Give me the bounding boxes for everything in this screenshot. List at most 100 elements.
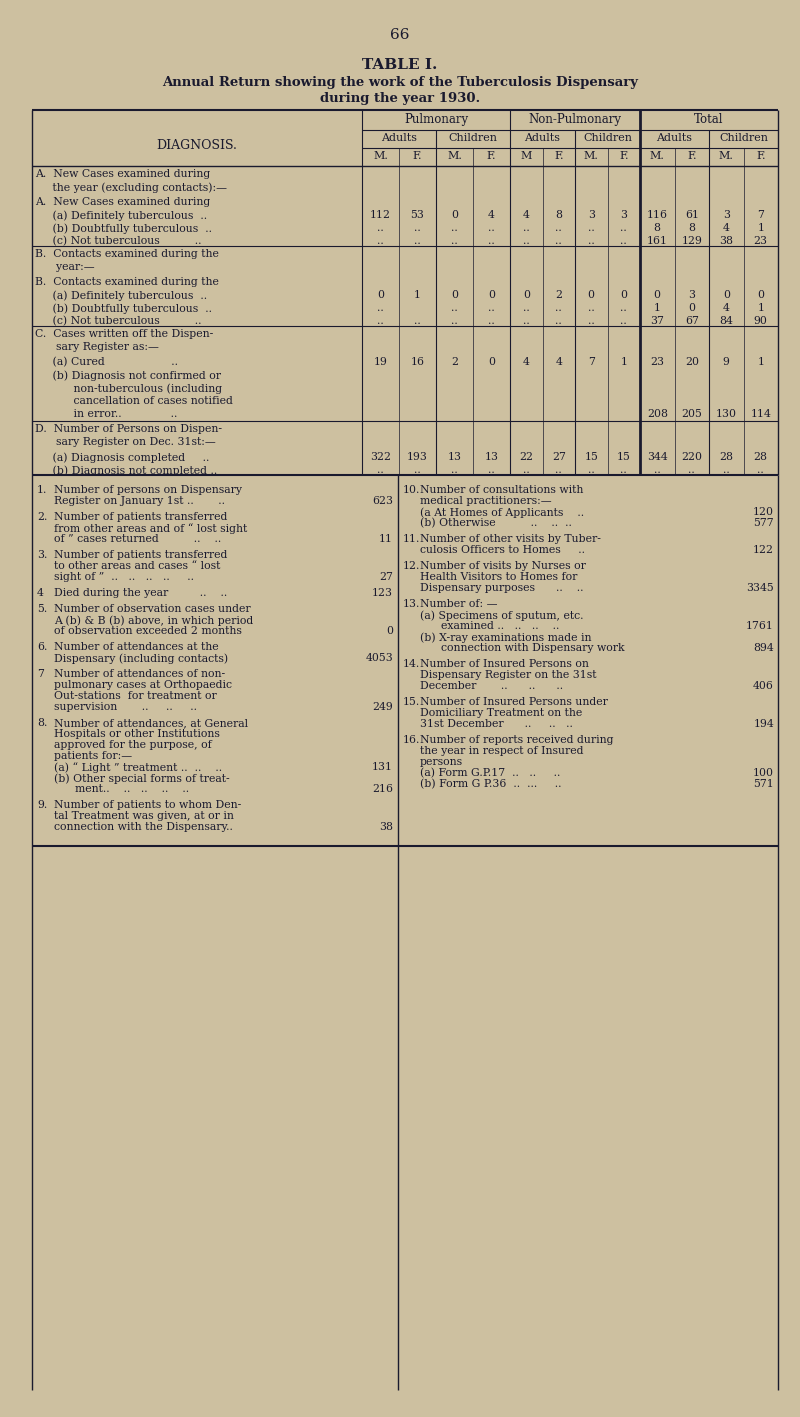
Text: 4: 4 (488, 210, 495, 220)
Text: 0: 0 (377, 290, 384, 300)
Text: (b) X-ray examinations made in: (b) X-ray examinations made in (420, 632, 591, 642)
Text: Dispensary Register on the 31st: Dispensary Register on the 31st (420, 670, 597, 680)
Text: ..: .. (488, 237, 495, 247)
Text: 27: 27 (379, 572, 393, 582)
Text: 0: 0 (386, 626, 393, 636)
Text: 15: 15 (617, 452, 630, 462)
Text: (a) Diagnosis completed     ..: (a) Diagnosis completed .. (35, 452, 210, 462)
Text: F.: F. (554, 152, 563, 162)
Text: ..: .. (688, 465, 695, 475)
Text: 249: 249 (372, 701, 393, 711)
Text: M.: M. (373, 152, 388, 162)
Text: 216: 216 (372, 784, 393, 794)
Text: Dispensary purposes      ..    ..: Dispensary purposes .. .. (420, 582, 583, 592)
Text: Number of Insured Persons on: Number of Insured Persons on (420, 659, 589, 669)
Text: Children: Children (719, 133, 768, 143)
Text: ..: .. (488, 303, 495, 313)
Text: 0: 0 (688, 303, 695, 313)
Text: Number of attendances at the: Number of attendances at the (54, 642, 218, 652)
Text: (b) Diagnosis not confirmed or: (b) Diagnosis not confirmed or (35, 370, 221, 381)
Text: 129: 129 (682, 237, 702, 247)
Text: 0: 0 (722, 290, 730, 300)
Text: 3: 3 (688, 290, 695, 300)
Text: 4: 4 (723, 222, 730, 232)
Text: ..: .. (588, 303, 594, 313)
Text: M.: M. (447, 152, 462, 162)
Text: Number of visits by Nurses or: Number of visits by Nurses or (420, 561, 586, 571)
Text: Number of: —: Number of: — (420, 599, 498, 609)
Text: ..: .. (523, 222, 530, 232)
Text: Total: Total (694, 113, 724, 126)
Text: 3: 3 (620, 210, 627, 220)
Text: (c) Not tuberculous          ..: (c) Not tuberculous .. (35, 316, 202, 326)
Text: M.: M. (584, 152, 598, 162)
Text: Number of Insured Persons under: Number of Insured Persons under (420, 697, 608, 707)
Text: 131: 131 (372, 762, 393, 772)
Text: 3345: 3345 (746, 582, 774, 592)
Text: ..: .. (555, 303, 562, 313)
Text: 11: 11 (379, 534, 393, 544)
Text: F.: F. (619, 152, 629, 162)
Text: 123: 123 (372, 588, 393, 598)
Text: 112: 112 (370, 210, 391, 220)
Text: C.  Cases written off the Dispen-: C. Cases written off the Dispen- (35, 329, 214, 339)
Text: 1: 1 (620, 357, 627, 367)
Text: ..: .. (555, 222, 562, 232)
Text: (a) Specimens of sputum, etc.: (a) Specimens of sputum, etc. (420, 609, 583, 621)
Text: patients for:—: patients for:— (54, 751, 132, 761)
Text: ..: .. (488, 465, 495, 475)
Text: 1: 1 (758, 357, 764, 367)
Text: the year (excluding contacts):—: the year (excluding contacts):— (35, 181, 227, 193)
Text: 4: 4 (523, 210, 530, 220)
Text: ..: .. (377, 237, 384, 247)
Text: 13: 13 (447, 452, 462, 462)
Text: ..: .. (620, 303, 627, 313)
Text: Number of reports received during: Number of reports received during (420, 735, 614, 745)
Text: 10.: 10. (403, 485, 420, 495)
Text: M.: M. (650, 152, 665, 162)
Text: Dispensary (including contacts): Dispensary (including contacts) (54, 653, 228, 663)
Text: ..: .. (620, 222, 627, 232)
Text: 3: 3 (588, 210, 594, 220)
Text: 1761: 1761 (746, 621, 774, 631)
Text: 4: 4 (723, 303, 730, 313)
Text: Number of persons on Dispensary: Number of persons on Dispensary (54, 485, 242, 495)
Text: ment..    ..   ..    ..    ..: ment.. .. .. .. .. (54, 784, 189, 794)
Text: year:—: year:— (35, 262, 94, 272)
Text: 31st December      ..     ..   ..: 31st December .. .. .. (420, 718, 573, 728)
Text: ..: .. (523, 237, 530, 247)
Text: 4: 4 (523, 357, 530, 367)
Text: of ” cases returned          ..    ..: of ” cases returned .. .. (54, 534, 222, 544)
Text: ..: .. (451, 316, 458, 326)
Text: 8: 8 (654, 222, 661, 232)
Text: Number of observation cases under: Number of observation cases under (54, 604, 250, 614)
Text: A.  New Cases examined during: A. New Cases examined during (35, 197, 210, 207)
Text: Adults: Adults (657, 133, 693, 143)
Text: to other areas and cases “ lost: to other areas and cases “ lost (54, 561, 220, 571)
Text: Register on January 1st ..       ..: Register on January 1st .. .. (54, 496, 225, 506)
Text: 23: 23 (754, 237, 768, 247)
Text: 0: 0 (620, 290, 627, 300)
Text: 7: 7 (588, 357, 594, 367)
Text: ..: .. (451, 465, 458, 475)
Text: from other areas and of “ lost sight: from other areas and of “ lost sight (54, 523, 247, 534)
Text: 208: 208 (646, 410, 668, 419)
Text: 15: 15 (584, 452, 598, 462)
Text: ..: .. (488, 316, 495, 326)
Text: ..: .. (488, 222, 495, 232)
Text: 4: 4 (555, 357, 562, 367)
Text: Domiciliary Treatment on the: Domiciliary Treatment on the (420, 708, 582, 718)
Text: 22: 22 (519, 452, 534, 462)
Text: 194: 194 (754, 718, 774, 728)
Text: 0: 0 (654, 290, 661, 300)
Text: (a) Definitely tuberculous  ..: (a) Definitely tuberculous .. (35, 210, 207, 221)
Text: Number of patients transferred: Number of patients transferred (54, 512, 227, 521)
Text: ..: .. (654, 465, 661, 475)
Text: ..: .. (555, 465, 562, 475)
Text: ..: .. (377, 303, 384, 313)
Text: 0: 0 (758, 290, 764, 300)
Text: D.  Number of Persons on Dispen-: D. Number of Persons on Dispen- (35, 424, 222, 434)
Text: 130: 130 (716, 410, 737, 419)
Text: ..: .. (555, 316, 562, 326)
Text: ..: .. (414, 465, 421, 475)
